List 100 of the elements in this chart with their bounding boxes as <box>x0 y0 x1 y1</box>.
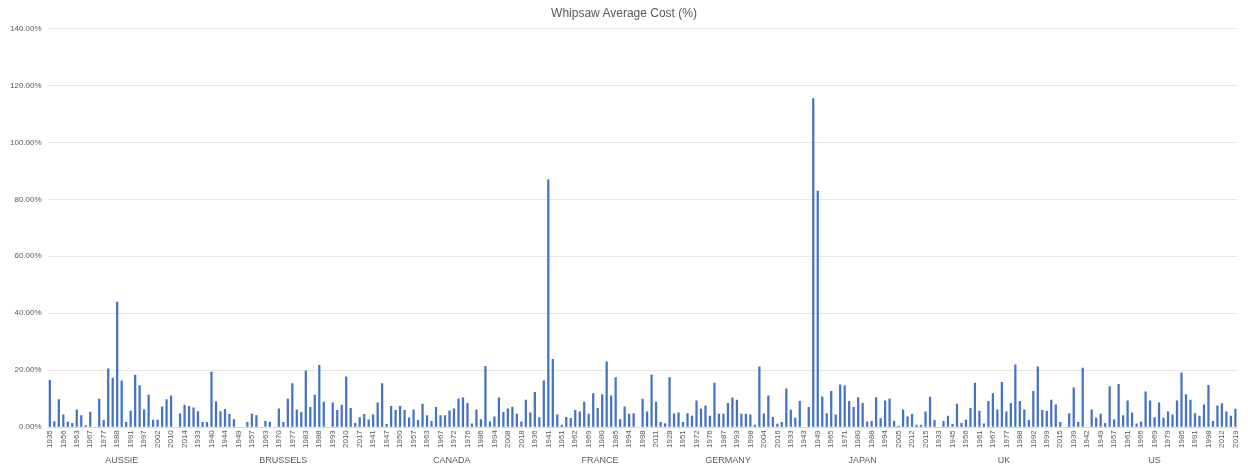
bar <box>89 411 92 427</box>
y-tick-label: 60.00% <box>14 251 42 261</box>
bar <box>80 415 83 427</box>
bar <box>928 396 932 427</box>
bar <box>1041 410 1044 427</box>
bar <box>785 388 788 427</box>
x-tick-label: 2011 <box>651 429 661 448</box>
x-tick-label: 1980 <box>597 429 607 448</box>
x-tick-label: 2005 <box>893 429 903 448</box>
bar <box>830 391 833 427</box>
bar <box>192 407 195 427</box>
x-tick-label: 1969 <box>583 429 593 448</box>
bar <box>771 416 774 427</box>
bar <box>439 415 442 427</box>
bar <box>138 385 141 427</box>
bar <box>605 361 608 427</box>
bar <box>385 424 388 427</box>
bar <box>264 420 267 427</box>
bar <box>875 397 878 427</box>
bar <box>1180 372 1183 427</box>
bar <box>740 413 743 427</box>
x-tick-label: 1950 <box>395 429 405 448</box>
bar <box>102 420 105 427</box>
text: GERMANY <box>705 455 751 466</box>
x-tick-label: 1965 <box>826 429 836 448</box>
bar <box>668 377 671 427</box>
bar <box>722 413 725 427</box>
x-tick-label: 1999 <box>1041 429 1051 448</box>
x-tick-label: 1998 <box>1203 429 1213 448</box>
bar <box>268 421 271 427</box>
x-tick-label: 2012 <box>1217 429 1227 448</box>
x-tick-label: 2017 <box>354 429 364 448</box>
bar <box>969 408 972 427</box>
bar <box>628 413 631 427</box>
bar <box>690 415 694 427</box>
bar <box>677 412 680 427</box>
bar <box>120 380 123 427</box>
x-tick-label: 1969 <box>1149 429 1159 448</box>
bar <box>780 422 783 427</box>
x-tick-label: 1933 <box>786 429 796 448</box>
x-tick-label: 1951 <box>678 429 688 448</box>
bar <box>619 419 622 427</box>
x-tick-label: 1988 <box>866 429 876 448</box>
bar <box>839 384 842 427</box>
bar <box>1234 408 1237 427</box>
bar <box>1202 404 1206 427</box>
bar <box>915 424 918 427</box>
y-tick-label: 140.00% <box>9 23 42 33</box>
x-tick-label: 1936 <box>530 429 540 448</box>
bar <box>1193 413 1197 427</box>
bar <box>861 402 864 427</box>
text: AUSSIE <box>105 455 139 466</box>
bar <box>623 406 626 427</box>
bar <box>232 419 236 427</box>
bar <box>381 383 384 427</box>
x-tick-label: 1957 <box>408 429 418 448</box>
bar <box>354 422 357 427</box>
bar <box>340 404 343 427</box>
bar <box>592 393 595 427</box>
bar <box>475 409 478 427</box>
x-tick-label: 1979 <box>1163 429 1173 448</box>
x-tick-label: 2015 <box>920 429 930 448</box>
bar <box>951 424 954 427</box>
bar <box>834 414 837 427</box>
bar <box>434 406 438 427</box>
bar <box>991 393 995 427</box>
bar <box>906 416 909 427</box>
x-tick-label: 1993 <box>327 429 337 448</box>
bar <box>62 414 65 427</box>
x-tick-label: 1933 <box>934 429 944 448</box>
bar <box>318 365 321 427</box>
bar <box>870 420 873 427</box>
x-tick-label: 2010 <box>166 429 176 448</box>
x-tick-label: 1972 <box>691 429 701 448</box>
bar <box>205 422 209 427</box>
x-tick-label: 2008 <box>503 429 513 448</box>
x-tick-label: 1997 <box>139 429 149 448</box>
x-tick-label: 1983 <box>301 429 310 448</box>
bar <box>443 415 447 427</box>
x-tick-label: 1949 <box>233 429 243 448</box>
bar <box>223 408 227 427</box>
x-tick-label: 1956 <box>58 429 68 448</box>
x-tick-label: 1988 <box>112 429 122 448</box>
x-tick-label: 1988 <box>1015 429 1025 448</box>
x-tick-label: 1949 <box>1095 429 1105 448</box>
bar <box>156 419 159 427</box>
x-tick-label: 1967 <box>85 429 95 448</box>
bar <box>596 408 599 427</box>
bar <box>524 399 527 427</box>
bar <box>1117 383 1120 427</box>
x-tick-label: 1998 <box>637 429 647 448</box>
bar <box>632 413 635 427</box>
bar <box>1108 386 1111 427</box>
bar <box>879 418 882 427</box>
x-tick-label: 2015 <box>1055 429 1065 448</box>
x-tick-label: 1962 <box>570 429 580 448</box>
bar <box>255 415 258 427</box>
y-tick-label: 20.00% <box>14 365 42 375</box>
bar <box>708 415 712 427</box>
bar <box>372 414 375 427</box>
